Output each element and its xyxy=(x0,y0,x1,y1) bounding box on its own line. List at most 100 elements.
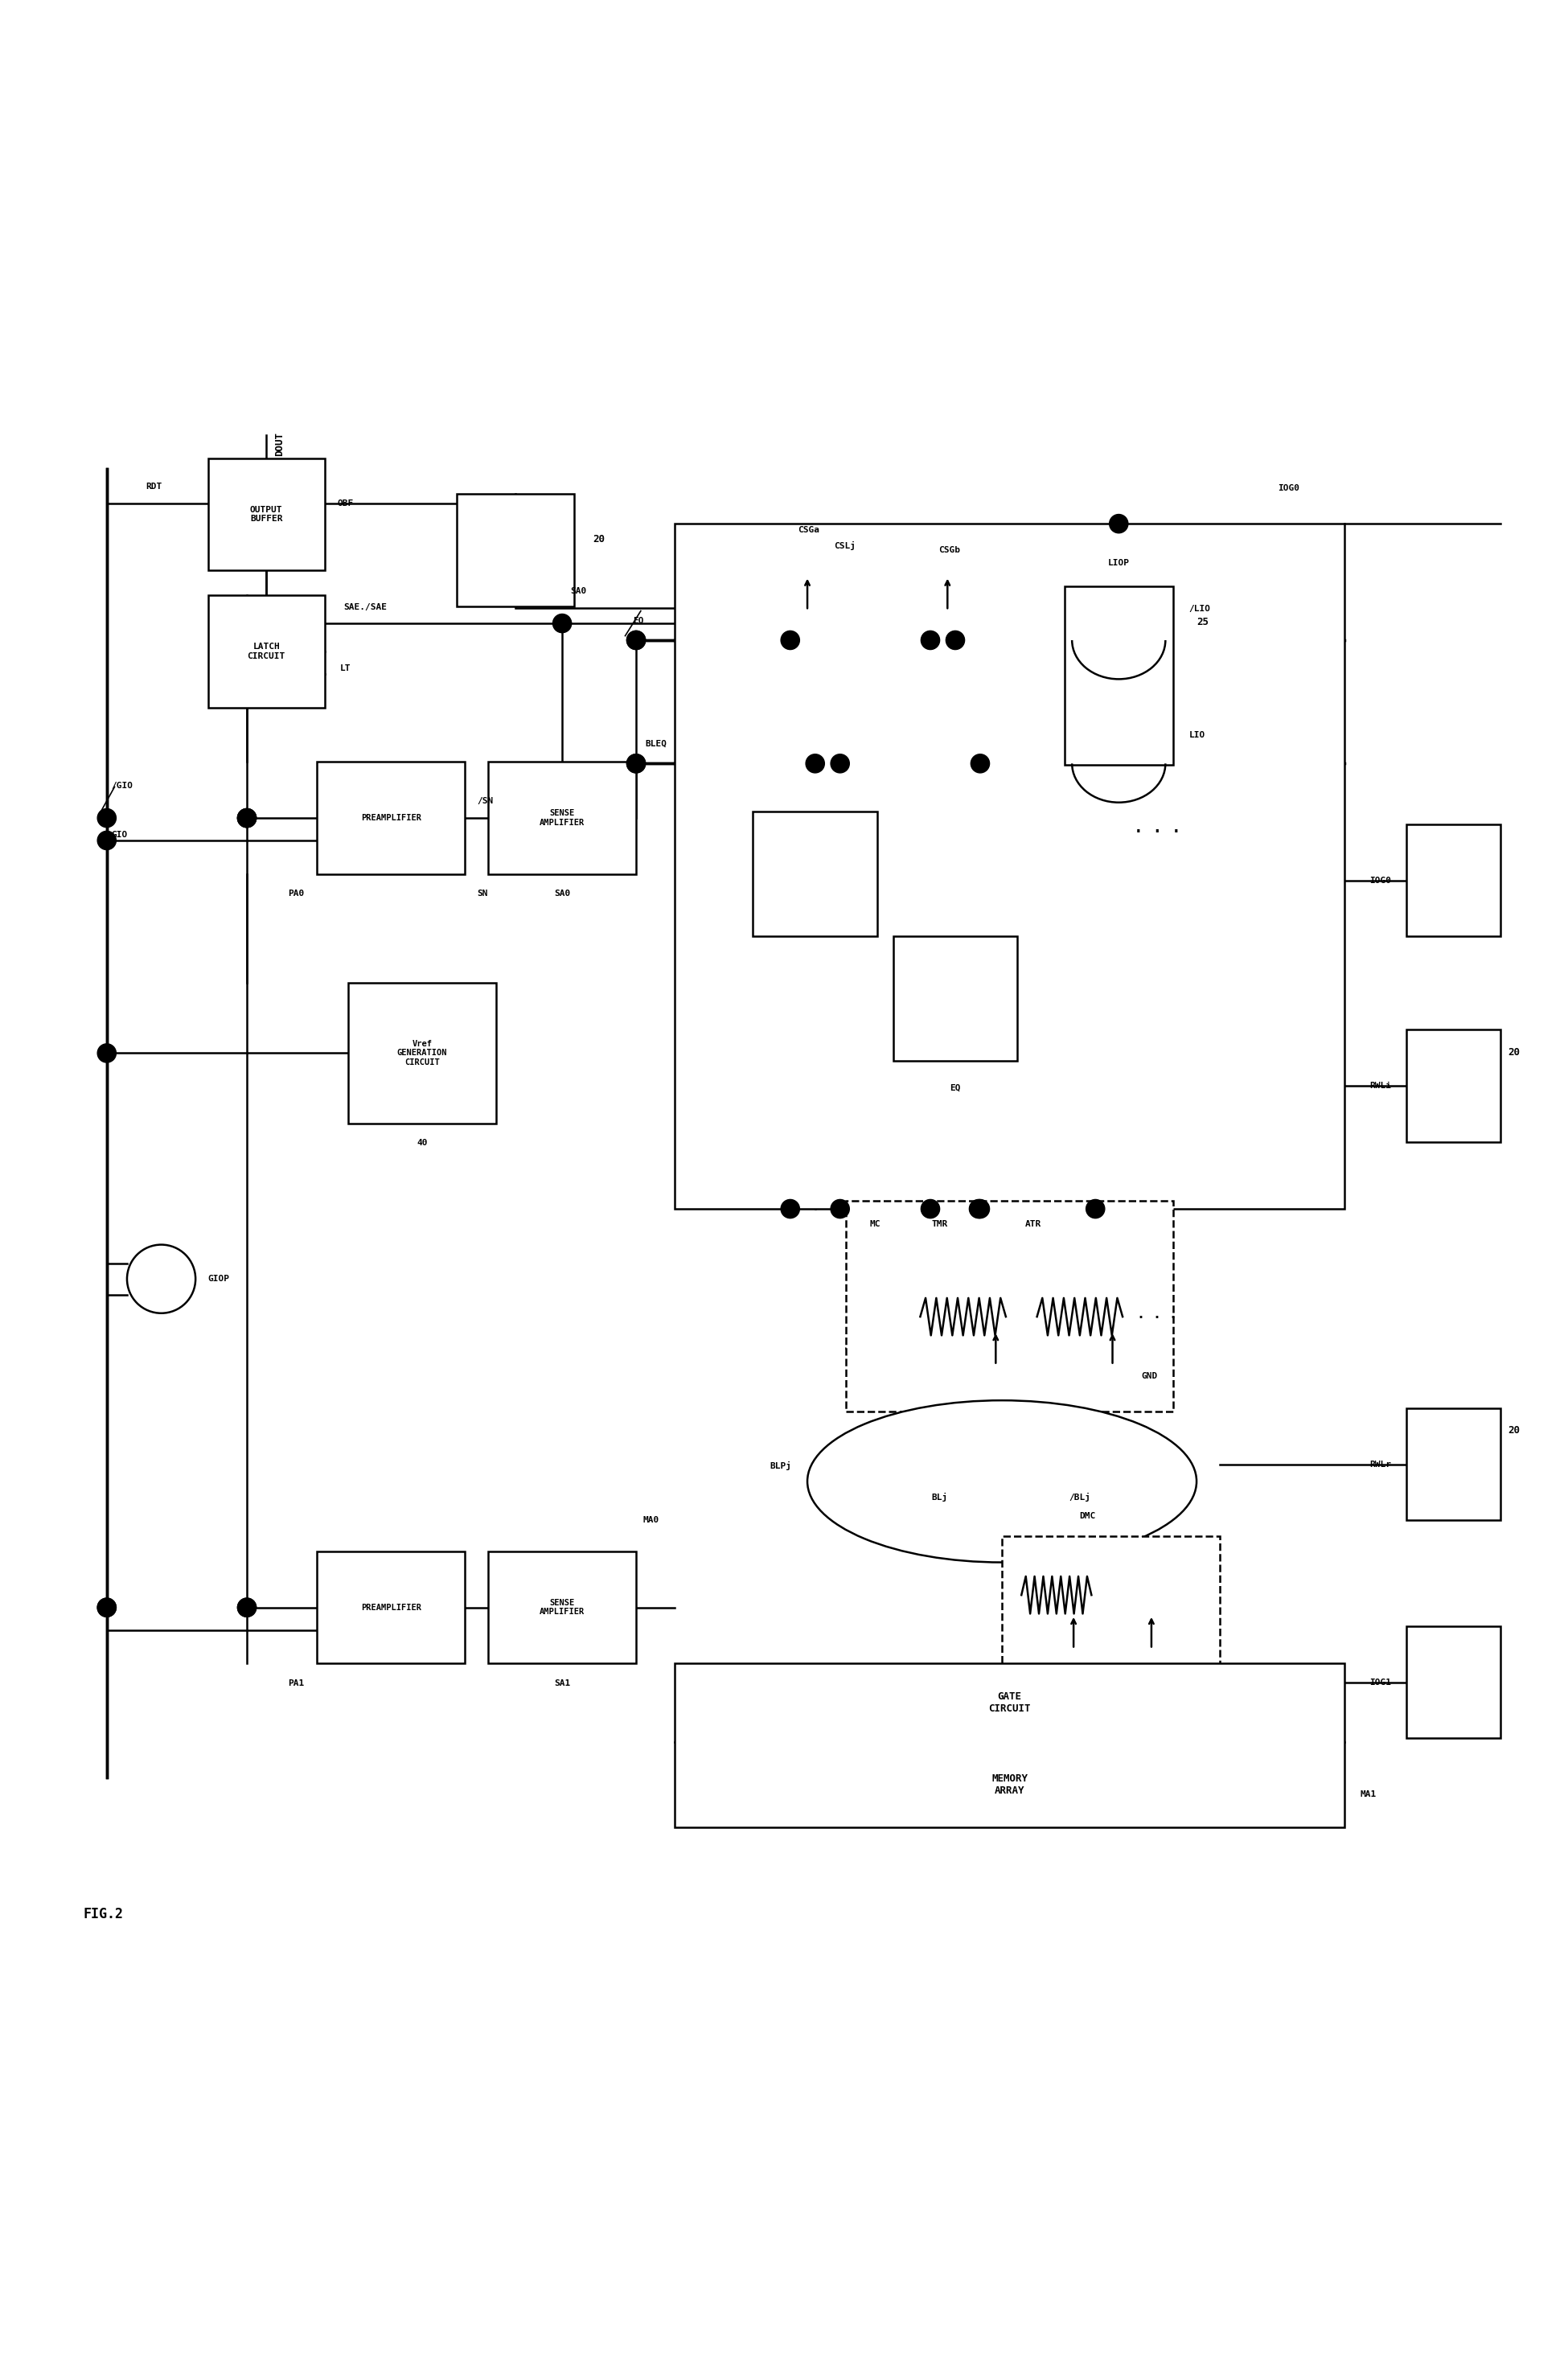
Bar xyxy=(1406,1029,1501,1143)
Text: CSGb: CSGb xyxy=(938,545,960,555)
Circle shape xyxy=(627,754,646,773)
Bar xyxy=(1406,825,1501,937)
Text: GATE
CIRCUIT: GATE CIRCUIT xyxy=(989,1691,1030,1714)
Circle shape xyxy=(238,1598,256,1617)
Text: · · ·: · · · xyxy=(1134,825,1181,839)
Text: FIG.2: FIG.2 xyxy=(83,1906,124,1921)
Circle shape xyxy=(920,631,939,650)
Bar xyxy=(894,937,1018,1060)
Text: SA1: SA1 xyxy=(554,1679,571,1688)
Circle shape xyxy=(238,809,256,827)
Circle shape xyxy=(238,809,256,827)
Text: Vref
GENERATION
CIRCUIT: Vref GENERATION CIRCUIT xyxy=(397,1041,447,1067)
Text: BLj: BLj xyxy=(931,1491,947,1501)
Circle shape xyxy=(97,1043,116,1062)
Text: 25: 25 xyxy=(1196,616,1209,626)
Text: 20: 20 xyxy=(593,533,605,545)
Text: LATCH
CIRCUIT: LATCH CIRCUIT xyxy=(248,643,285,659)
Text: PREAMPLIFIER: PREAMPLIFIER xyxy=(361,813,422,823)
Text: PA1: PA1 xyxy=(289,1679,304,1688)
Circle shape xyxy=(238,1598,256,1617)
Text: · · ·: · · · xyxy=(1137,1311,1178,1325)
Text: GIO: GIO xyxy=(111,830,127,839)
Bar xyxy=(488,761,637,875)
Text: 40: 40 xyxy=(417,1138,428,1148)
Circle shape xyxy=(920,1200,939,1219)
Text: RWLi: RWLi xyxy=(1369,1081,1391,1091)
Circle shape xyxy=(1110,515,1127,533)
Text: RWLr: RWLr xyxy=(1369,1461,1391,1468)
Circle shape xyxy=(627,631,646,650)
Text: IOG0: IOG0 xyxy=(1369,877,1391,884)
Text: TMR: TMR xyxy=(931,1219,949,1228)
Bar xyxy=(674,524,1344,1209)
Text: RDT: RDT xyxy=(146,484,162,491)
Text: /BLj: /BLj xyxy=(1069,1491,1091,1501)
Text: CSLj: CSLj xyxy=(834,541,856,550)
Bar xyxy=(753,811,878,937)
Text: GND: GND xyxy=(1142,1373,1157,1380)
Text: SENSE
AMPLIFIER: SENSE AMPLIFIER xyxy=(539,1598,585,1617)
Bar xyxy=(1065,586,1173,766)
Text: SA0: SA0 xyxy=(569,588,586,595)
Text: LT: LT xyxy=(340,664,351,673)
Circle shape xyxy=(627,754,646,773)
Text: GIOP: GIOP xyxy=(209,1276,229,1283)
Circle shape xyxy=(97,1598,116,1617)
Text: LIO: LIO xyxy=(1189,733,1206,740)
Circle shape xyxy=(969,1200,988,1219)
Circle shape xyxy=(1087,1200,1105,1219)
Text: PA0: PA0 xyxy=(289,889,304,899)
Ellipse shape xyxy=(808,1401,1196,1562)
Bar xyxy=(674,1664,1344,1828)
Circle shape xyxy=(781,631,800,650)
Circle shape xyxy=(781,1200,800,1219)
Text: OUTPUT
BUFFER: OUTPUT BUFFER xyxy=(249,505,282,524)
Bar xyxy=(209,458,325,571)
Text: 20: 20 xyxy=(1508,1425,1519,1437)
Circle shape xyxy=(971,754,989,773)
Text: /GIO: /GIO xyxy=(111,782,133,790)
Circle shape xyxy=(554,614,571,633)
Text: BLEQ: BLEQ xyxy=(646,740,668,747)
Text: ATR: ATR xyxy=(1025,1219,1041,1228)
Text: EQ: EQ xyxy=(633,616,644,624)
Circle shape xyxy=(97,809,116,827)
Circle shape xyxy=(97,832,116,849)
Text: OBF: OBF xyxy=(337,500,353,507)
Text: IOG0: IOG0 xyxy=(1278,484,1300,493)
Text: MEMORY
ARRAY: MEMORY ARRAY xyxy=(991,1774,1029,1795)
Text: SA0: SA0 xyxy=(554,889,571,899)
Text: SAE./SAE: SAE./SAE xyxy=(343,602,387,612)
Text: MA0: MA0 xyxy=(643,1517,660,1525)
Text: MA1: MA1 xyxy=(1359,1790,1377,1797)
Bar xyxy=(1002,1536,1220,1683)
Text: LIOP: LIOP xyxy=(1109,560,1129,567)
Circle shape xyxy=(238,809,256,827)
Text: 20: 20 xyxy=(1508,1048,1519,1057)
Text: DOUT: DOUT xyxy=(274,432,284,455)
Bar xyxy=(1406,1408,1501,1520)
Text: CSGa: CSGa xyxy=(798,526,820,533)
Text: /SN: /SN xyxy=(477,797,494,806)
Text: SENSE
AMPLIFIER: SENSE AMPLIFIER xyxy=(539,809,585,827)
Text: EQ: EQ xyxy=(950,1084,961,1093)
Text: IOG1: IOG1 xyxy=(1369,1679,1391,1686)
Text: BLPj: BLPj xyxy=(770,1461,792,1470)
Text: PREAMPLIFIER: PREAMPLIFIER xyxy=(361,1603,422,1612)
Bar xyxy=(1406,1627,1501,1738)
Bar xyxy=(209,595,325,707)
Bar xyxy=(317,761,464,875)
Bar xyxy=(456,493,574,607)
Bar xyxy=(317,1551,464,1664)
Circle shape xyxy=(627,631,646,650)
Text: /LIO: /LIO xyxy=(1189,605,1210,614)
Text: MC: MC xyxy=(870,1219,881,1228)
Circle shape xyxy=(806,754,825,773)
Circle shape xyxy=(831,754,850,773)
Circle shape xyxy=(831,1200,850,1219)
Circle shape xyxy=(971,1200,989,1219)
Text: SN: SN xyxy=(477,889,488,899)
Bar xyxy=(847,1202,1173,1411)
Bar xyxy=(348,984,495,1124)
